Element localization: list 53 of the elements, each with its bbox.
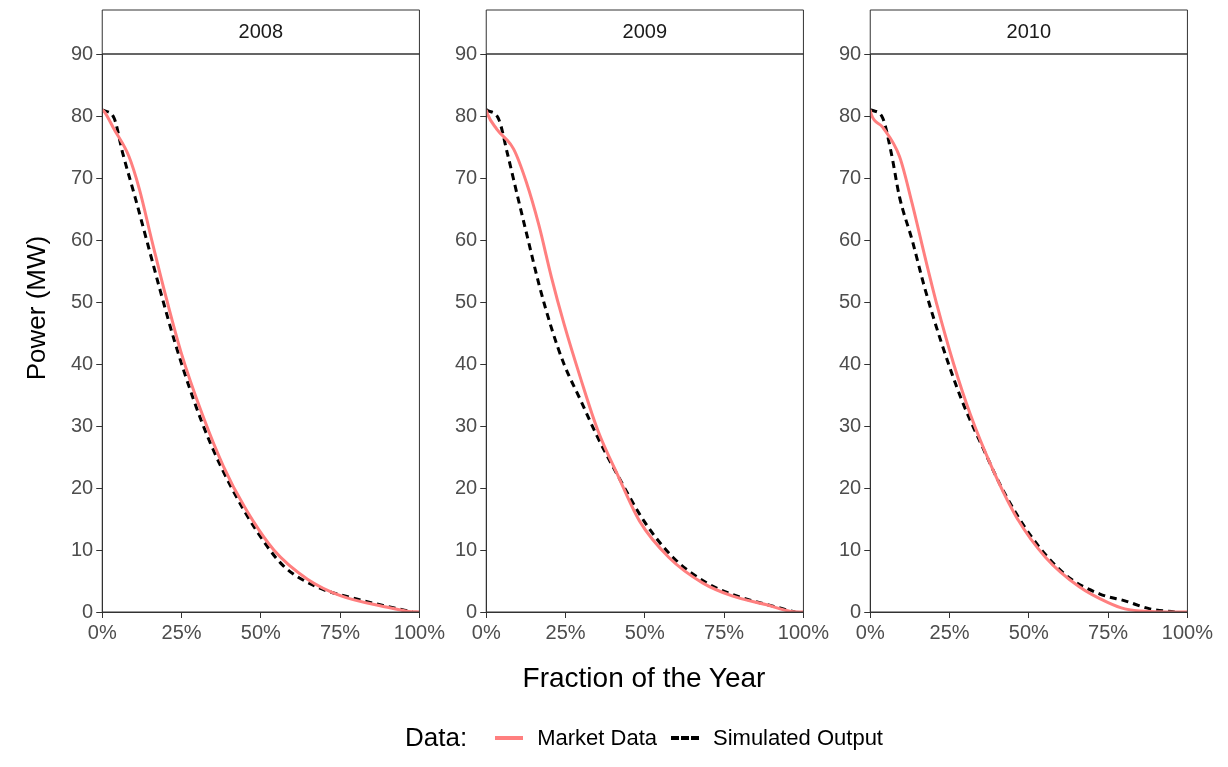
x-tick-label: 50% <box>240 620 282 643</box>
legend-label: Market Data <box>537 724 657 751</box>
y-tick-label: 20 <box>71 475 94 498</box>
chart-title: 2009 <box>622 19 668 42</box>
y-tick-label: 80 <box>71 103 94 126</box>
y-tick-label: 40 <box>455 351 478 374</box>
x-tick-label: 50% <box>1008 620 1050 643</box>
x-tick-label: 25% <box>161 620 202 643</box>
x-tick-label: 0% <box>855 620 885 643</box>
y-tick-label: 30 <box>71 413 94 436</box>
legend-label: Simulated Output <box>713 724 883 751</box>
y-tick-label: 70 <box>71 165 94 188</box>
x-tick-label: 25% <box>929 620 970 643</box>
y-tick-label: 60 <box>71 227 94 250</box>
y-tick-label: 90 <box>71 41 94 64</box>
y-tick-label: 60 <box>839 227 862 250</box>
x-tick-label: 100% <box>393 620 446 643</box>
y-tick-label: 70 <box>839 165 862 188</box>
y-tick-label: 20 <box>839 475 862 498</box>
x-tick-label: 50% <box>624 620 666 643</box>
x-tick-label: 0% <box>87 620 117 643</box>
x-tick-label: 75% <box>704 620 745 643</box>
y-tick-label: 30 <box>839 413 862 436</box>
chart-title: 2010 <box>1006 19 1052 42</box>
legend-title: Data: <box>405 722 468 753</box>
y-tick-label: 80 <box>455 103 478 126</box>
x-axis-title: Fraction of the Year <box>521 662 767 694</box>
y-tick-label: 30 <box>455 413 478 436</box>
x-tick-label: 100% <box>777 620 830 643</box>
y-tick-label: 0 <box>466 599 478 622</box>
y-tick-label: 10 <box>455 537 478 560</box>
y-tick-label: 0 <box>850 599 862 622</box>
x-tick-label: 0% <box>471 620 501 643</box>
y-tick-label: 0 <box>82 599 94 622</box>
x-tick-label: 25% <box>545 620 586 643</box>
y-tick-label: 60 <box>455 227 478 250</box>
y-tick-label: 80 <box>839 103 862 126</box>
y-axis-title: Power (MW) <box>20 235 52 381</box>
x-tick-label: 100% <box>1161 620 1214 643</box>
y-tick-label: 10 <box>839 537 862 560</box>
y-tick-label: 90 <box>839 41 862 64</box>
y-tick-label: 40 <box>839 351 862 374</box>
y-tick-label: 20 <box>455 475 478 498</box>
y-tick-label: 50 <box>71 289 94 312</box>
x-tick-label: 75% <box>1088 620 1129 643</box>
y-tick-label: 50 <box>455 289 478 312</box>
y-tick-label: 10 <box>71 537 94 560</box>
y-tick-label: 40 <box>71 351 94 374</box>
x-tick-label: 75% <box>320 620 361 643</box>
y-tick-label: 90 <box>455 41 478 64</box>
y-tick-label: 70 <box>455 165 478 188</box>
y-tick-label: 50 <box>839 289 862 312</box>
chart-title: 2008 <box>238 19 284 42</box>
